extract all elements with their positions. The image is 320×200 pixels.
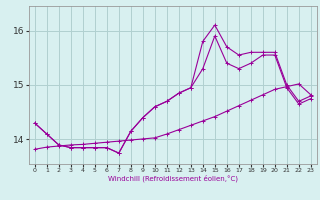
X-axis label: Windchill (Refroidissement éolien,°C): Windchill (Refroidissement éolien,°C): [108, 175, 238, 182]
